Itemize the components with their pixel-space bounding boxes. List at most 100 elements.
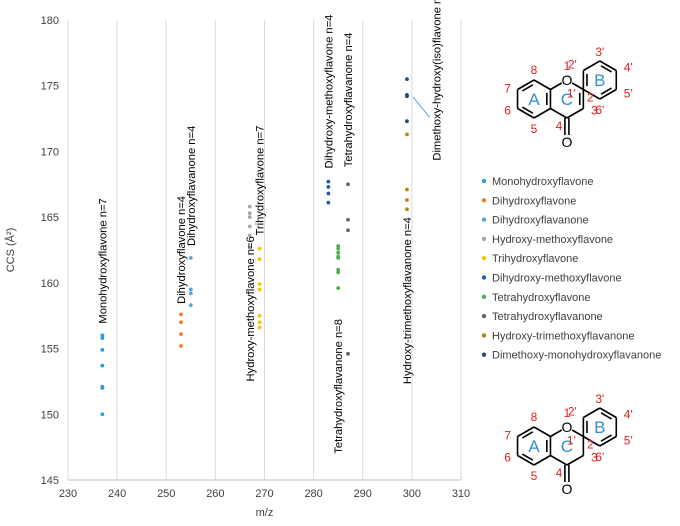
data-point	[247, 233, 252, 238]
ring-b-bond	[582, 88, 601, 100]
data-point	[326, 179, 331, 184]
x-tick-label: 290	[354, 488, 372, 500]
y-tick-label: 155	[41, 344, 59, 356]
legend-label: Hydroxy-methoxyflavone	[492, 234, 613, 246]
carbonyl-oxygen-label: O	[561, 481, 572, 497]
position-number: 1'	[567, 434, 576, 448]
data-point	[179, 344, 183, 348]
legend-marker	[481, 217, 487, 222]
ring-c-bond	[550, 107, 568, 119]
data-point	[188, 303, 193, 308]
ring-b-bond	[599, 435, 617, 447]
x-tick-label: 310	[452, 488, 470, 500]
double-bond	[521, 431, 534, 439]
position-number: 7	[504, 429, 511, 443]
data-point	[247, 245, 252, 250]
ring-b-bond	[599, 60, 617, 72]
annotation-label: Dihydroxyflavanone n=4	[186, 126, 198, 246]
data-point	[257, 320, 262, 325]
position-number: 1	[564, 406, 571, 420]
data-point	[179, 312, 183, 317]
double-bond	[600, 65, 612, 73]
legend-label: Dihydroxyflavone	[492, 195, 576, 207]
position-number: 4	[556, 119, 563, 133]
ring-c-label: C	[561, 90, 573, 109]
ring-a-label: A	[528, 90, 540, 109]
y-tick-label: 170	[41, 146, 59, 158]
x-tick-label: 240	[108, 488, 126, 500]
legend-label: Trihydroxyflavone	[492, 253, 578, 265]
position-number: 5'	[624, 87, 633, 101]
double-bond	[521, 84, 534, 92]
ring-c-bond	[550, 454, 568, 466]
data-point	[405, 77, 409, 82]
data-point	[346, 351, 350, 356]
position-number: 4'	[624, 61, 633, 75]
data-point	[336, 246, 341, 251]
ring-a-bond	[517, 107, 535, 119]
data-point	[405, 198, 409, 202]
x-tick-label: 280	[304, 488, 322, 500]
position-number: 3	[591, 104, 598, 118]
ring-oxygen-label: O	[561, 419, 572, 435]
annotation-label: Dimethoxy-hydroxy(iso)flavone n=4	[431, 0, 443, 161]
legend-marker	[481, 198, 487, 203]
position-number: 7	[504, 82, 511, 96]
ccs-scatter-chart: 230 240 250 260 270 280 290 300 310 145 150 155 160 1…	[4, 0, 470, 519]
data-point	[405, 93, 409, 97]
position-number: 4	[556, 466, 563, 480]
data-point	[336, 270, 341, 275]
legend-marker	[481, 275, 487, 280]
position-number: 8	[531, 63, 538, 77]
position-number: 2	[587, 91, 594, 105]
data-point	[346, 228, 350, 233]
position-number: 6'	[595, 450, 604, 464]
data-point	[188, 291, 193, 296]
double-bond	[600, 434, 612, 442]
data-point	[247, 215, 252, 220]
position-number: 3'	[595, 392, 604, 406]
data-point	[257, 257, 262, 262]
x-axis-title: m/z	[256, 507, 274, 519]
data-point	[257, 246, 262, 251]
data-point	[336, 286, 341, 291]
legend-marker	[481, 313, 487, 319]
data-point	[336, 267, 341, 272]
ring-c-bond	[566, 107, 584, 119]
y-tick-label: 165	[41, 212, 59, 224]
data-point	[100, 336, 105, 340]
annotation-label: Dihydroxy-methoxyflavone n=4	[323, 15, 335, 169]
ring-c-bond	[550, 429, 563, 438]
data-point	[100, 347, 105, 352]
data-point	[336, 244, 341, 248]
legend-label: Tetrahydroxyflavone	[492, 292, 590, 304]
ring-c-bond	[550, 82, 563, 91]
position-number: 5	[531, 469, 538, 483]
legend: Monohydroxyflavone Dihydroxyflavone Dihydr…	[481, 176, 661, 362]
x-tick-label: 250	[157, 488, 175, 500]
position-number: 8	[531, 410, 538, 424]
data-point	[100, 412, 105, 417]
ring-a-bond	[517, 426, 535, 438]
ring-b-label: B	[594, 71, 605, 90]
legend-marker	[481, 236, 487, 242]
ring-a-label: A	[528, 437, 540, 456]
y-tick-label: 180	[41, 15, 59, 27]
double-bond	[521, 106, 534, 114]
data-point	[247, 224, 252, 229]
position-number: 3'	[595, 45, 604, 59]
data-point	[257, 282, 262, 287]
position-number: 2'	[568, 58, 577, 72]
data-point	[346, 217, 350, 222]
legend-label: Dihydroxyflavanone	[492, 215, 589, 227]
annotation-label: Monohydroxyflavone n=7	[97, 198, 109, 323]
position-number: 1	[564, 59, 571, 73]
position-number: 3	[591, 451, 598, 465]
ring-c-bond	[566, 454, 584, 466]
legend-marker	[481, 256, 487, 261]
ring-a-bond	[533, 426, 551, 438]
carbonyl-oxygen-label: O	[561, 134, 572, 150]
